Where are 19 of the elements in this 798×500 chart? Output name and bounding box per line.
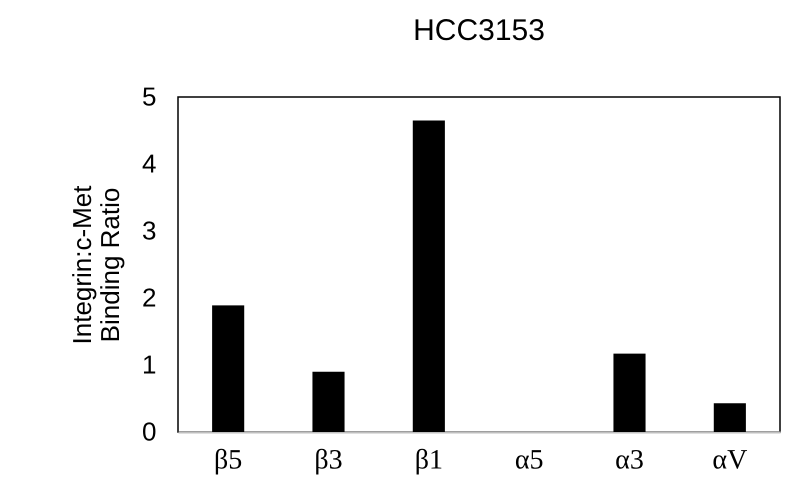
- x-tick-label: α5: [514, 444, 544, 476]
- y-tick-label: 3: [142, 216, 156, 246]
- chart-title: HCC3153: [413, 14, 545, 47]
- bar: [613, 354, 646, 432]
- bar: [212, 305, 244, 432]
- x-tick-label: α3: [615, 444, 644, 476]
- y-axis-title: Integrin:c-Met Binding Ratio: [67, 184, 126, 344]
- y-tick-label: 4: [142, 148, 156, 178]
- x-tick-label: β5: [214, 444, 242, 476]
- y-tick-label: 2: [142, 282, 156, 312]
- y-tick-label: 1: [142, 350, 156, 380]
- x-tick-label: β3: [314, 444, 343, 476]
- y-tick-label: 0: [142, 416, 156, 446]
- bar: [412, 120, 445, 432]
- bar: [312, 372, 345, 432]
- bar: [714, 403, 746, 432]
- y-tick-label: 5: [142, 82, 156, 112]
- x-tick-label: β1: [414, 444, 443, 476]
- x-tick-label: αV: [712, 444, 748, 476]
